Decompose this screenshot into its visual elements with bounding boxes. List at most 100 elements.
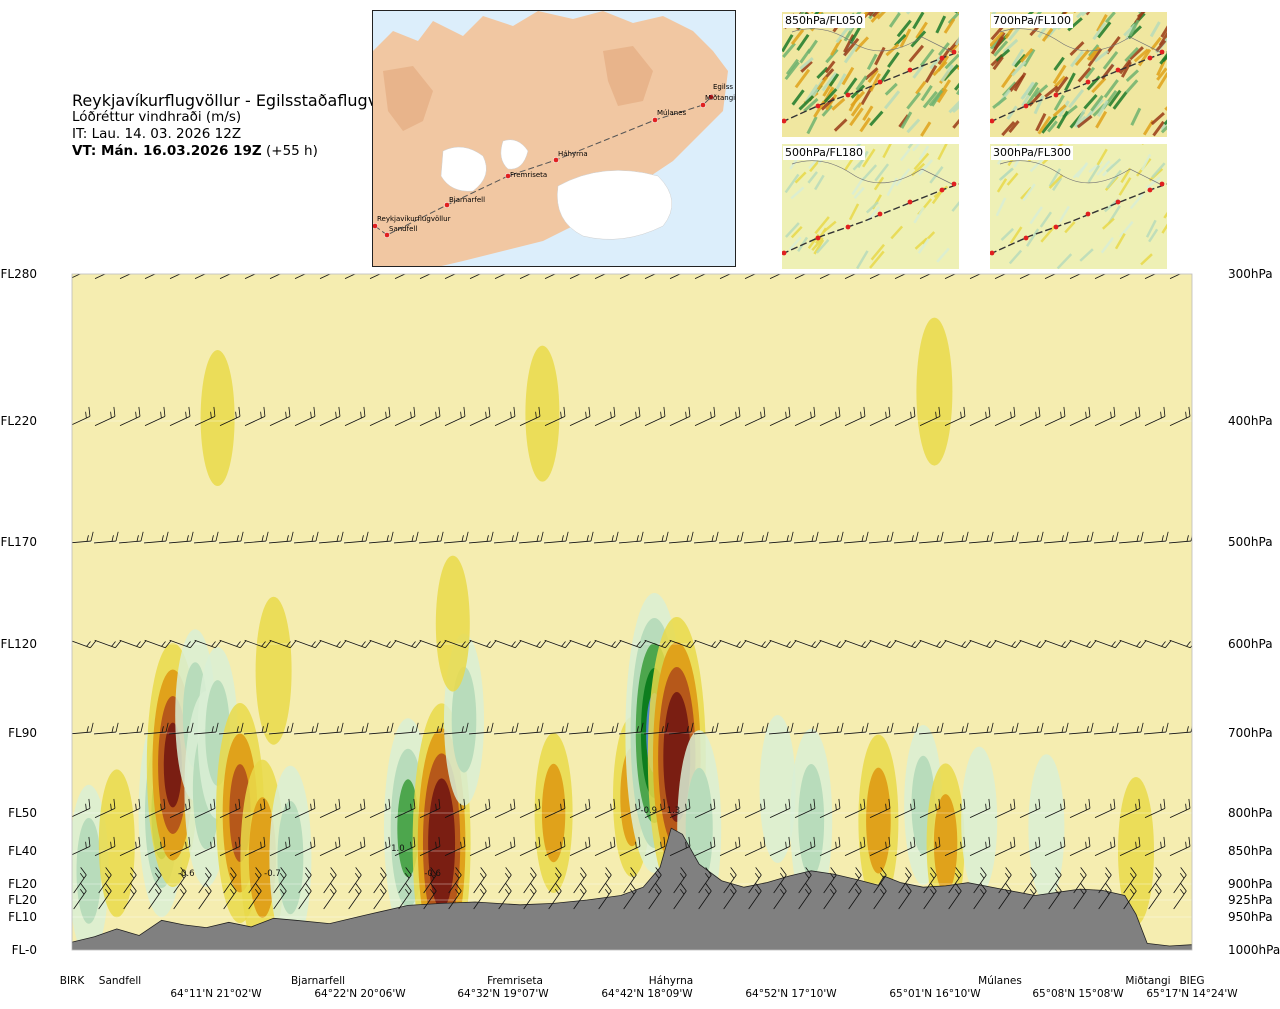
thumb-waypoint-dot xyxy=(878,80,883,85)
thumbnail-500hpa-label: 500hPa/FL180 xyxy=(783,146,865,160)
thumb-waypoint-dot xyxy=(1148,56,1153,61)
velocity-cell xyxy=(916,318,952,466)
contour-label: 1.3 xyxy=(667,806,681,816)
velocity-cell-band xyxy=(201,350,235,486)
flight-level-tick: FL50 xyxy=(8,806,37,820)
thumbnail-850hpa-label: 850hPa/FL050 xyxy=(783,14,865,28)
thumb-waypoint-dot xyxy=(1160,182,1165,187)
map-label-fremriseta: Fremriseta xyxy=(510,171,547,179)
pressure-level-tick: 1000hPa xyxy=(1228,943,1280,957)
thumbnail-700hpa: 700hPa/FL100 xyxy=(990,12,1167,137)
thumb-waypoint-dot xyxy=(846,225,851,230)
velocity-cell xyxy=(436,556,470,692)
velocity-cell-band xyxy=(76,818,101,924)
velocity-cell-band xyxy=(1028,754,1064,902)
pressure-level-tick: 300hPa xyxy=(1228,268,1273,281)
map-waypoint-dot xyxy=(384,232,389,237)
map-label-hahyrna: Háhyrna xyxy=(558,150,588,158)
left-axis-flight-levels: FL280FL220FL170FL120FL90FL50FL40FL20FL20… xyxy=(1,268,38,957)
waypoint-label: Háhyrna xyxy=(649,975,693,987)
coordinate-label: 64°42'N 18°09'W xyxy=(601,988,693,1000)
velocity-cell-band xyxy=(99,769,135,917)
thumb-waypoint-dot xyxy=(1116,68,1121,73)
thumb-waypoint-dot xyxy=(1116,200,1121,205)
map-waypoint-dot xyxy=(700,102,705,107)
thumbnail-500hpa: 500hPa/FL180 xyxy=(782,144,959,269)
contour-label: 1.0 xyxy=(391,844,405,854)
flight-level-tick: FL-0 xyxy=(12,943,37,957)
flight-level-tick: FL20 xyxy=(8,877,37,891)
issue-time: IT: Lau. 14. 03. 2026 12Z xyxy=(72,126,413,143)
route-map: Reykjavíkurflugvöllur Sandfell Bjarnarfe… xyxy=(372,10,736,267)
map-label-sandfell: Sandfell xyxy=(389,225,417,233)
map-landmass xyxy=(373,11,728,267)
map-label-mulanes: Múlanes xyxy=(657,109,686,117)
waypoint-label: BIRK xyxy=(60,975,86,987)
thumbnail-300hpa-map xyxy=(990,144,1167,269)
glacier-langjokull xyxy=(441,147,486,191)
velocity-cell-band xyxy=(866,768,891,874)
cross-section-chart: -0.6 -0.7 1.0 -0.6 -0.9 1.3 FL280 FL220 FL170 FL… xyxy=(0,268,1280,1005)
coordinate-label: 65°17'N 14°24'W xyxy=(1146,988,1238,1000)
thumb-waypoint-dot xyxy=(952,50,957,55)
thumb-waypoint-dot xyxy=(908,200,913,205)
map-waypoint-dot xyxy=(553,157,558,162)
waypoint-label: Fremriseta xyxy=(487,975,543,987)
route-map-svg: Reykjavíkurflugvöllur Sandfell Bjarnarfe… xyxy=(373,11,736,267)
map-label-reykjavik: Reykjavíkurflugvöllur xyxy=(377,215,451,223)
thumb-waypoint-dot xyxy=(1160,50,1165,55)
valid-time-date: VT: Mán. 16.03.2026 19Z xyxy=(72,143,262,159)
flight-level-tick: FL220 xyxy=(1,414,38,428)
velocity-cell-band xyxy=(961,747,997,895)
velocity-cell-band xyxy=(916,318,952,466)
thumbnail-500hpa-map xyxy=(782,144,959,269)
thumb-waypoint-dot xyxy=(1054,93,1059,98)
thumb-background xyxy=(782,144,959,269)
contour-label: -0.7 xyxy=(264,869,281,879)
coordinate-label: 65°08'N 15°08'W xyxy=(1032,988,1124,1000)
thumb-waypoint-dot xyxy=(908,68,913,73)
pressure-level-tick: 800hPa xyxy=(1228,806,1273,820)
coordinate-label: 65°01'N 16°10'W xyxy=(889,988,981,1000)
contour-label: -0.6 xyxy=(178,869,195,879)
thumb-waypoint-dot xyxy=(1086,212,1091,217)
map-label-bjarnarfell: Bjarnarfell xyxy=(449,196,485,204)
cross-section-svg: -0.6 -0.7 1.0 -0.6 -0.9 1.3 FL280 FL220 FL170 FL… xyxy=(0,268,1280,1005)
waypoint-label: Múlanes xyxy=(978,975,1022,987)
thumb-waypoint-dot xyxy=(940,56,945,61)
thumb-waypoint-dot xyxy=(952,182,957,187)
coordinate-label: 64°32'N 19°07'W xyxy=(457,988,549,1000)
map-label-midtangi: Miðtangi xyxy=(705,94,735,102)
thumbnail-700hpa-map xyxy=(990,12,1167,137)
velocity-cell-band xyxy=(436,556,470,692)
waypoint-label: Miðtangi xyxy=(1125,975,1170,987)
glacier-vatnajokull xyxy=(557,170,672,239)
velocity-cell-band xyxy=(525,346,559,482)
flight-level-tick: FL120 xyxy=(1,637,38,651)
valid-time: VT: Mán. 16.03.2026 19Z (+55 h) xyxy=(72,143,413,160)
contour-label: -0.9 xyxy=(641,806,658,816)
flight-level-tick: FL170 xyxy=(1,535,38,549)
velocity-cell-band xyxy=(277,801,303,914)
route-title: Reykjavíkurflugvöllur - Egilsstaðaflugvö… xyxy=(72,92,413,109)
thumbnail-700hpa-label: 700hPa/FL100 xyxy=(991,14,1073,28)
contour-label: -0.6 xyxy=(424,869,441,879)
velocity-cell-band xyxy=(798,764,824,877)
thumbnail-300hpa: 300hPa/FL300 xyxy=(990,144,1167,269)
ground-base xyxy=(72,949,1192,961)
thumbnail-850hpa-map xyxy=(782,12,959,137)
variable-subtitle: Lóðréttur vindhraði (m/s) xyxy=(72,109,413,126)
map-waypoint-dot xyxy=(652,117,657,122)
pressure-level-tick: 900hPa xyxy=(1228,877,1273,891)
flight-level-tick: FL280 xyxy=(1,268,38,281)
thumbnail-850hpa: 850hPa/FL050 xyxy=(782,12,959,137)
map-waypoint-dot xyxy=(373,223,378,228)
pressure-level-tick: 700hPa xyxy=(1228,726,1273,740)
valid-time-offset: (+55 h) xyxy=(266,143,318,159)
coordinate-label: 64°52'N 17°10'W xyxy=(745,988,837,1000)
thumb-waypoint-dot xyxy=(846,93,851,98)
velocity-cell xyxy=(961,747,997,895)
velocity-cell xyxy=(201,350,235,486)
flight-level-tick: FL10 xyxy=(8,910,37,924)
